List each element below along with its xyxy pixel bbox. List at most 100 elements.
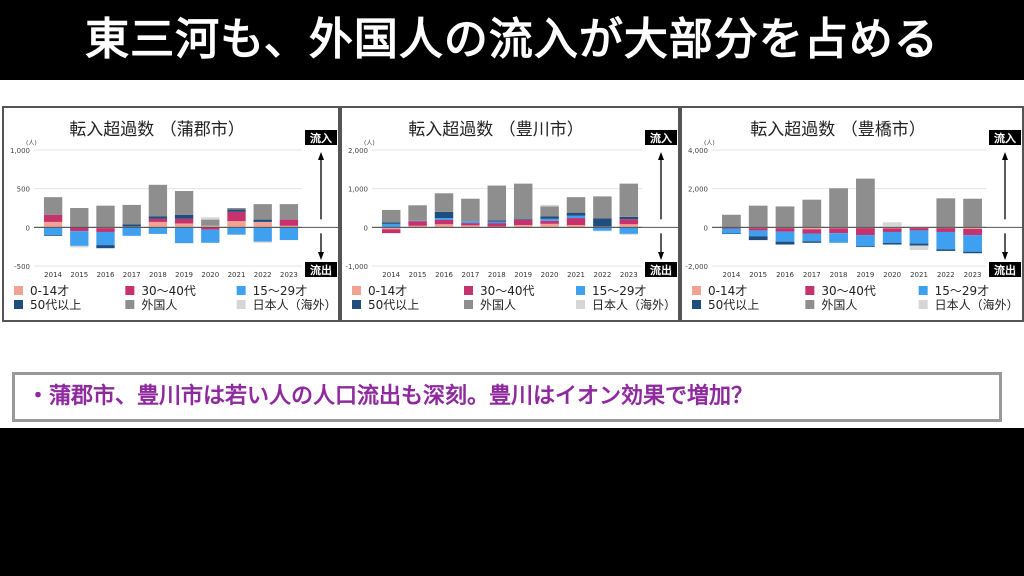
bar-segment-age_50_plus — [381, 222, 401, 224]
legend-label: 15〜29才 — [253, 284, 308, 298]
x-tick-label: 2017 — [803, 271, 821, 279]
chart-svg: 転入超過数 （豊橋市） (人)4,000 2,000 0 -2,000 2014 2015 2… — [685, 120, 1022, 312]
bar-segment-age_15_29 — [201, 229, 220, 243]
x-tick-label: 2015 — [409, 271, 427, 279]
bar-segment-age_0_14 — [279, 225, 299, 228]
chart-toyokawa: 転入超過数 （豊川市） (人) 2,000 1,000 0 -1,000 2014 2015 2… — [340, 106, 680, 322]
bottom-band — [0, 428, 1024, 576]
legend-label: 50代以上 — [30, 298, 81, 312]
bar-segment-age_50_plus — [882, 242, 902, 245]
bar-segment-age_15_29 — [122, 227, 141, 236]
bar-segment-age_50_plus — [593, 218, 612, 227]
bar-segment-foreign — [408, 205, 427, 221]
bar-segment-japanese_overseas — [253, 241, 272, 243]
bar-segment-age_15_29 — [909, 230, 929, 244]
bar-segment-japanese_overseas — [70, 245, 89, 248]
bar-segment-japanese_overseas — [593, 230, 612, 232]
x-tick-label: 2017 — [461, 271, 479, 279]
bar-segment-age_50_plus — [619, 216, 639, 220]
x-tick-label: 2019 — [856, 271, 874, 279]
x-tick-label: 2019 — [175, 271, 193, 279]
bar-segment-age_15_29 — [408, 220, 427, 222]
bar-segment-age_0_14 — [802, 227, 822, 230]
bar-segment-age_50_plus — [487, 220, 507, 222]
x-tick-label: 2018 — [488, 271, 506, 279]
bar-segment-age_50_plus — [566, 212, 586, 216]
arrow-up-icon — [658, 152, 664, 160]
x-tick-label: 2023 — [964, 271, 982, 279]
x-tick-label: 2022 — [254, 271, 272, 279]
x-tick-label: 2022 — [937, 271, 955, 279]
bar-segment-age_30_40s — [936, 228, 956, 232]
bar-segment-age_0_14 — [148, 221, 168, 228]
bar-segment-foreign — [775, 206, 795, 228]
y-tick-label: 2,000 — [348, 147, 368, 155]
bar-segment-foreign — [513, 183, 533, 220]
x-tick-label: 2015 — [70, 271, 88, 279]
bar-segment-age_50_plus — [748, 236, 768, 241]
bar-segment-japanese_overseas — [882, 222, 902, 228]
bar-segment-age_50_plus — [253, 219, 272, 222]
inflow-badge — [305, 130, 337, 145]
bar-segment-age_50_plus — [909, 243, 929, 246]
y-tick-label: 2,000 — [688, 186, 708, 194]
legend-label: 0-14才 — [30, 284, 69, 298]
chart-gamagori: 転入超過数 （蒲郡市） (人) 1,000 500 0 -500 2014 2015 2016 2… — [2, 106, 340, 322]
arrow-up-icon — [318, 152, 324, 160]
legend-label: 日本人（海外） — [935, 297, 1019, 312]
bar-segment-foreign — [279, 204, 299, 220]
bar-segment-age_15_29 — [487, 221, 507, 224]
bar-segment-age_15_29 — [148, 227, 168, 234]
bar-segment-age_15_29 — [856, 235, 875, 247]
bar-segment-age_30_40s — [201, 227, 220, 230]
bar-segment-age_50_plus — [775, 241, 795, 245]
bar-segment-age_50_plus — [540, 216, 559, 219]
bar-segment-age_30_40s — [722, 227, 741, 229]
y-tick-label: 1,000 — [10, 147, 30, 155]
legend-swatch-foreign — [125, 300, 135, 309]
y-unit-label: (人) — [26, 140, 37, 147]
bar-segment-foreign — [381, 209, 401, 223]
y-tick-label: 500 — [17, 186, 30, 194]
x-tick-label: 2014 — [722, 271, 740, 279]
bar-segment-age_15_29 — [43, 227, 63, 236]
bar-segment-age_50_plus — [856, 246, 875, 248]
bar-segment-age_15_29 — [434, 218, 454, 220]
bar-segment-age_30_40s — [96, 228, 115, 232]
bar-segment-age_30_40s — [43, 214, 63, 222]
y-unit-label: (人) — [704, 140, 715, 147]
bar-segment-age_50_plus — [148, 216, 168, 219]
bar-segment-age_30_40s — [775, 228, 795, 232]
bar-segment-age_0_14 — [253, 221, 272, 228]
bar-segment-foreign — [856, 178, 875, 228]
legend-label: 50代以上 — [368, 298, 419, 312]
bar-segment-foreign — [253, 204, 272, 220]
y-tick-label: -500 — [14, 263, 30, 271]
bar-segment-age_30_40s — [381, 229, 401, 234]
bar-segment-age_0_14 — [566, 225, 586, 228]
bar-segment-foreign — [122, 204, 141, 225]
bar-segment-foreign — [96, 205, 115, 228]
legend-swatch-age_30_40s — [125, 286, 135, 295]
bar-segment-age_30_40s — [963, 228, 982, 236]
legend-swatch-age_15_29 — [576, 286, 585, 295]
bar-segment-age_15_29 — [253, 227, 272, 242]
chart-title: 転入超過数 （豊川市） — [408, 120, 583, 140]
x-tick-label: 2022 — [593, 271, 611, 279]
legend-swatch-japanese_overseas — [918, 300, 928, 309]
inflow-label: 流入 — [310, 131, 332, 145]
bar-segment-age_0_14 — [43, 221, 63, 228]
x-tick-label: 2023 — [280, 271, 298, 279]
legend-swatch-age_0_14 — [352, 286, 361, 295]
bar-segment-age_30_40s — [279, 219, 299, 226]
outflow-badge — [305, 262, 337, 277]
bar-segment-age_0_14 — [381, 227, 401, 230]
bar-segment-japanese_overseas — [201, 217, 220, 220]
bar-segment-age_30_40s — [748, 228, 768, 231]
bar-segment-foreign — [461, 198, 480, 222]
arrow-down-icon — [1002, 252, 1008, 260]
y-tick-label: -1,000 — [345, 263, 368, 271]
legend-swatch-age_30_40s — [805, 286, 815, 295]
x-tick-label: 2014 — [382, 271, 400, 279]
bar-segment-foreign — [227, 208, 246, 210]
